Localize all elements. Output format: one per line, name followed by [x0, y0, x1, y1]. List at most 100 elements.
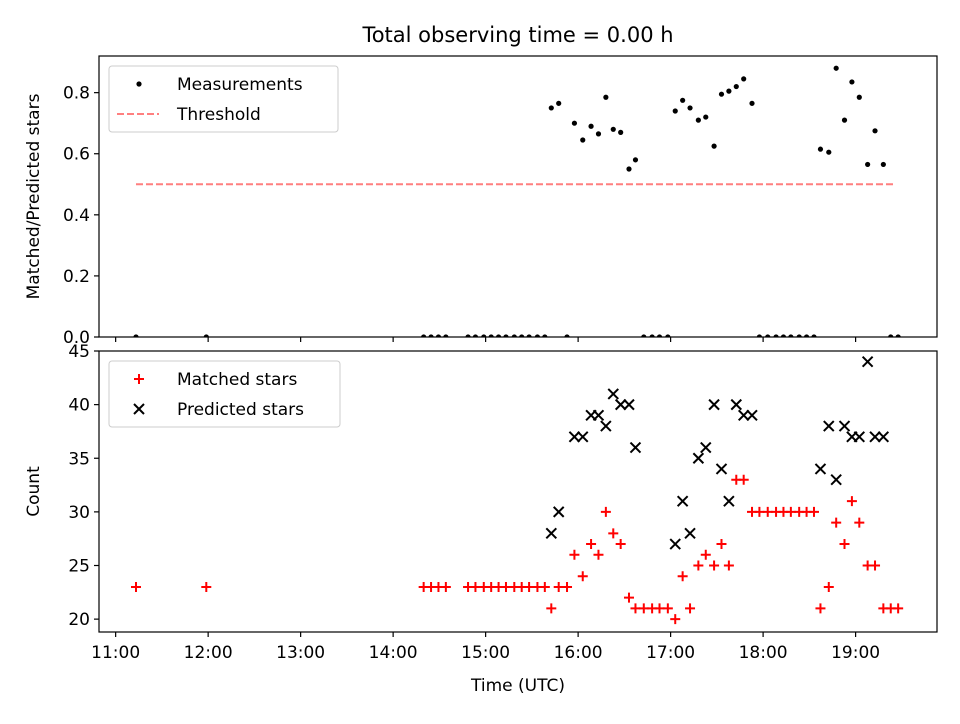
- legend-box: [108, 65, 339, 133]
- measurement-point: [856, 94, 862, 100]
- x-tick-label: 14:00: [369, 643, 418, 663]
- predicted-star-point: [723, 495, 735, 507]
- measurement-point: [511, 334, 517, 337]
- measurement-point: [703, 114, 709, 120]
- y-tick-label: 20: [68, 610, 90, 630]
- predicted-star-point: [692, 452, 705, 464]
- predicted-star-point: [730, 398, 742, 411]
- y-tick-label: 40: [68, 396, 90, 416]
- y-tick-label: 0.8: [63, 84, 90, 104]
- legend: Measurements Threshold: [108, 65, 339, 133]
- series-matched-stars: [130, 474, 904, 625]
- matched-star-point: [670, 614, 681, 625]
- matched-star-point: [440, 581, 451, 592]
- measurement-point: [428, 334, 434, 337]
- predicted-star-point: [629, 441, 642, 454]
- legend-label: Matched stars: [177, 370, 297, 390]
- legend: Matched stars Predicted stars: [108, 360, 341, 428]
- x-tick-label: 13:00: [276, 643, 325, 663]
- x-tick-label: 11:00: [91, 643, 140, 663]
- legend-marker-plus: [134, 374, 144, 384]
- measurement-point: [649, 334, 655, 337]
- measurement-point: [687, 105, 693, 111]
- predicted-star-point: [568, 431, 581, 443]
- matched-star-point: [815, 603, 826, 614]
- x-tick-label: 12:00: [184, 643, 233, 663]
- measurement-point: [826, 149, 832, 155]
- matched-star-point: [839, 539, 850, 550]
- measurement-point: [741, 76, 747, 82]
- matched-star-point: [808, 506, 819, 517]
- measurement-point: [895, 334, 901, 337]
- axes-frame: [98, 350, 938, 633]
- measurement-point: [788, 334, 794, 337]
- matched-star-point: [693, 560, 704, 571]
- measurement-point: [526, 334, 532, 337]
- predicted-star-point: [746, 409, 758, 422]
- predicted-star-point: [545, 527, 558, 540]
- measurement-point: [603, 94, 609, 100]
- measurement-point: [421, 334, 427, 337]
- measurement-point: [610, 126, 616, 132]
- matched-star-point: [586, 539, 597, 550]
- matched-star-point: [854, 517, 865, 528]
- predicted-star-point: [830, 473, 842, 486]
- y-axis-label: Matched/Predicted stars: [24, 93, 44, 299]
- measurement-point: [672, 108, 678, 114]
- matched-star-point: [615, 539, 626, 550]
- measurement-point: [803, 334, 810, 337]
- matched-star-point: [593, 549, 604, 560]
- measurement-point: [519, 334, 525, 337]
- measurement-point: [665, 334, 671, 337]
- chart-area: 0.0 0.2 0.4 0.6 0.8 Matched/Predicted stars Me…: [24, 55, 938, 696]
- measurement-point: [595, 131, 602, 137]
- panel-1: 0.0 0.2 0.4 0.6 0.8 Matched/Predicted stars Me…: [24, 55, 938, 348]
- measurement-point: [435, 334, 442, 337]
- measurement-point: [773, 334, 779, 337]
- measurement-point: [780, 334, 787, 337]
- predicted-star-point: [684, 527, 696, 540]
- measurement-point: [796, 334, 802, 337]
- y-tick-label: 0.6: [63, 145, 90, 165]
- legend-marker-x: [133, 403, 145, 415]
- y-tick-label: 0.0: [63, 328, 90, 348]
- measurement-point: [495, 334, 502, 337]
- y-tick-label: 30: [68, 503, 90, 523]
- predicted-star-point: [607, 388, 619, 400]
- measurement-point: [588, 123, 594, 129]
- x-tick-label: 16:00: [554, 643, 603, 663]
- measurement-point: [656, 334, 663, 337]
- measurement-point: [872, 128, 878, 134]
- y-tick-label: 25: [68, 557, 90, 577]
- matched-star-point: [685, 603, 696, 614]
- x-axis-label: Time (UTC): [470, 676, 565, 696]
- predicted-star-point: [577, 431, 589, 443]
- predicted-star-point: [814, 463, 827, 475]
- measurement-point: [626, 166, 632, 172]
- measurement-point: [488, 334, 494, 337]
- measurement-point: [481, 334, 487, 337]
- measurement-point: [849, 79, 855, 85]
- matched-star-point: [723, 560, 734, 571]
- predicted-star-point: [861, 356, 874, 368]
- matched-star-point: [738, 474, 749, 485]
- predicted-star-point: [676, 495, 689, 507]
- matched-star-point: [546, 603, 557, 614]
- predicted-star-point: [823, 420, 835, 432]
- measurement-point: [580, 137, 586, 143]
- plot-data-2: [130, 356, 904, 625]
- matched-star-point: [201, 581, 212, 592]
- matched-star-point: [562, 581, 573, 592]
- measurement-point: [718, 91, 725, 97]
- matched-star-point: [716, 539, 727, 550]
- measurement-point: [465, 334, 471, 337]
- measurement-point: [733, 83, 739, 90]
- x-tick-label: 15:00: [461, 643, 510, 663]
- measurement-point: [888, 334, 894, 337]
- matched-star-point: [577, 571, 588, 582]
- measurement-point: [641, 334, 647, 337]
- matched-star-point: [893, 603, 904, 614]
- matched-star-point: [823, 581, 834, 592]
- predicted-star-point: [592, 409, 605, 422]
